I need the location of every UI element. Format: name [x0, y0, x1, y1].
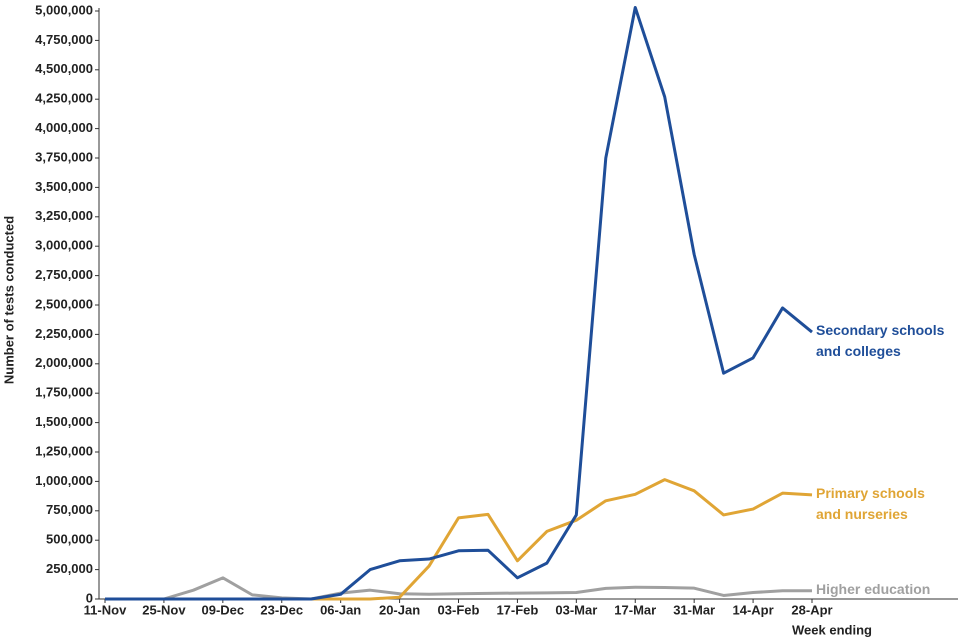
x-axis-title: Week ending	[792, 622, 872, 637]
y-tick-label: 5,000,000	[35, 2, 93, 17]
x-tick-label: 03-Mar	[555, 602, 597, 617]
y-tick-label: 250,000	[46, 561, 93, 576]
y-tick-label: 3,000,000	[35, 238, 93, 253]
y-tick-label: 1,250,000	[35, 443, 93, 458]
series-label: Primary schools and nurseries	[816, 484, 925, 522]
y-tick-label: 1,500,000	[35, 414, 93, 429]
y-tick-label: 1,000,000	[35, 473, 93, 488]
y-axis-title: Number of tests conducted	[1, 216, 16, 384]
x-tick-label: 14-Apr	[732, 602, 773, 617]
x-tick-label: 03-Feb	[438, 602, 480, 617]
x-tick-label: 20-Jan	[379, 602, 420, 617]
y-tick-label: 4,500,000	[35, 61, 93, 76]
y-tick-label: 750,000	[46, 502, 93, 517]
x-tick-label: 28-Apr	[791, 602, 832, 617]
x-tick-label: 17-Mar	[614, 602, 656, 617]
y-tick-label: 2,000,000	[35, 355, 93, 370]
x-tick-label: 17-Feb	[496, 602, 538, 617]
series-line	[105, 5, 813, 601]
y-tick-label: 2,250,000	[35, 326, 93, 341]
x-tick-label: 06-Jan	[320, 602, 361, 617]
x-tick-label: 11-Nov	[84, 602, 127, 617]
series-label: Higher education	[816, 580, 931, 597]
y-tick-label: 2,500,000	[35, 296, 93, 311]
y-tick-label: 0	[86, 590, 93, 605]
y-tick-label: 3,250,000	[35, 208, 93, 223]
y-tick-label: 1,750,000	[35, 385, 93, 400]
y-tick-label: 500,000	[46, 532, 93, 547]
x-tick-label: 09-Dec	[202, 602, 245, 617]
x-tick-label: 31-Mar	[673, 602, 715, 617]
y-tick-label: 3,500,000	[35, 179, 93, 194]
y-tick-label: 4,000,000	[35, 120, 93, 135]
x-tick-label: 25-Nov	[142, 602, 186, 617]
x-tick-label: 23-Dec	[260, 602, 303, 617]
y-tick-label: 4,750,000	[35, 32, 93, 47]
series-line	[105, 478, 813, 601]
y-tick-label: 3,750,000	[35, 149, 93, 164]
series-label: Secondary schools and colleges	[816, 322, 945, 360]
y-tick-label: 4,250,000	[35, 91, 93, 106]
y-tick-label: 2,750,000	[35, 267, 93, 282]
series-line	[105, 576, 812, 601]
